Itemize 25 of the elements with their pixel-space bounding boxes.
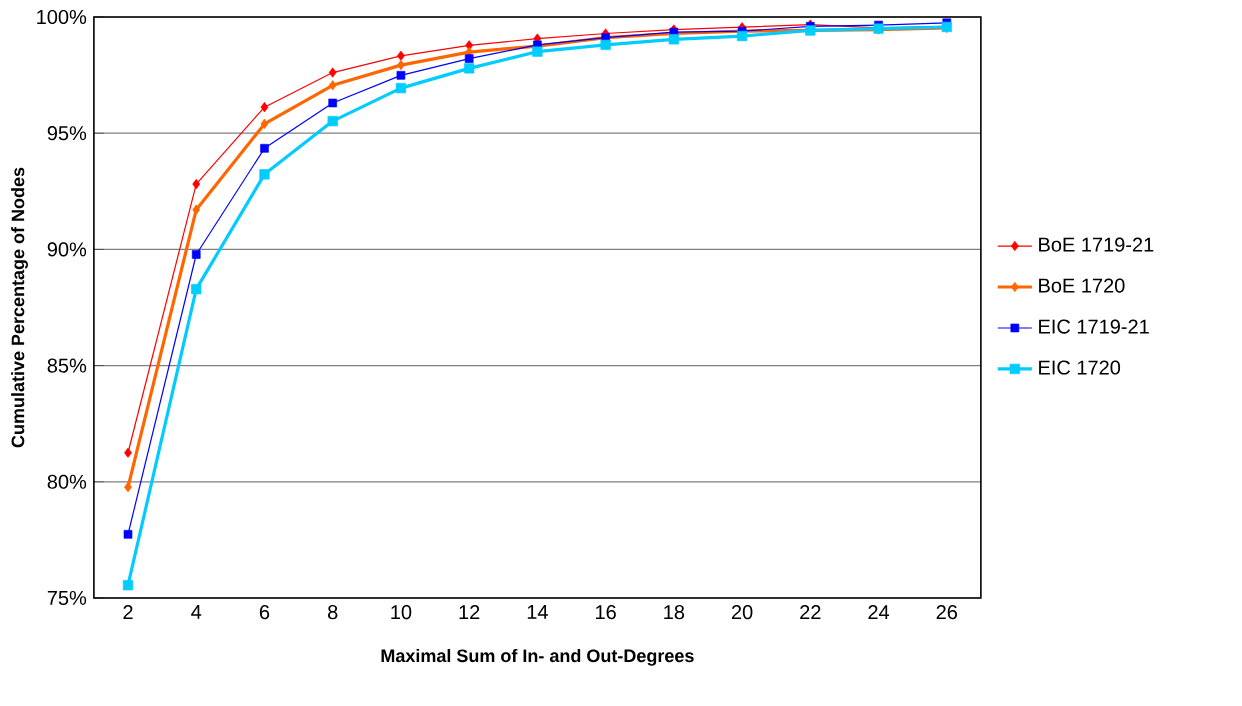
x-tick-label: 20 [731,605,753,620]
y-axis-title: Cumulative Percentage of Nodes [11,167,28,448]
x-tick-label: 14 [527,605,548,619]
x-axis-title: Maximal Sum of In- and Out-Degrees [381,648,694,666]
y-tick-label: 95% [47,126,87,141]
x-tick-label: 16 [596,605,616,620]
x-tick-label: 26 [936,605,958,620]
legend-label: EIC 1719-21 [1039,319,1149,334]
x-tick-label: 18 [664,605,685,620]
x-tick-label: 2 [123,605,133,620]
x-tick-label: 4 [191,605,202,619]
x-tick-label: 10 [391,605,412,620]
y-tick-label: 75% [47,590,87,606]
y-tick-label: 80% [47,474,87,489]
x-tick-label: 6 [259,605,270,620]
legend-label: BoE 1720 [1039,278,1125,293]
x-tick-label: 8 [328,605,338,620]
legend-label: BoE 1719-21 [1039,237,1154,252]
y-tick-label: 90% [47,242,87,257]
y-tick-label: 85% [47,358,87,373]
x-tick-label: 24 [868,605,890,620]
legend-label: EIC 1720 [1039,360,1121,375]
y-tick-label: 100% [37,9,87,25]
x-tick-label: 12 [459,605,480,620]
x-tick-label: 22 [800,605,821,620]
